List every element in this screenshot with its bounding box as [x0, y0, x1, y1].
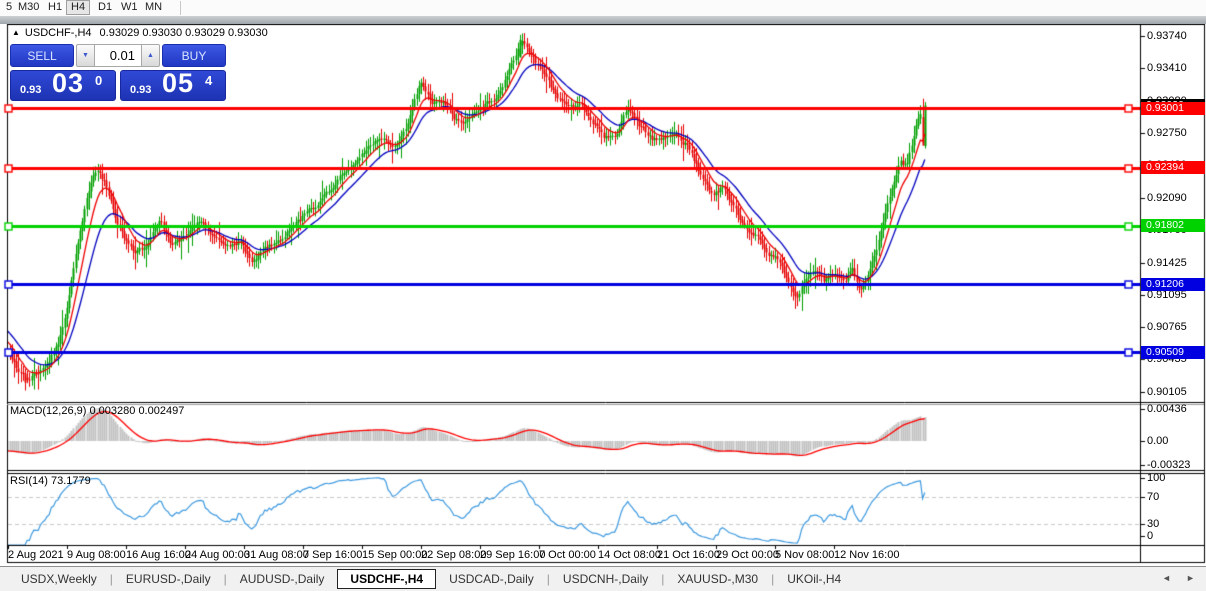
timeframe-button-mn[interactable]: MN [145, 1, 163, 13]
tab-separator: | [546, 572, 550, 586]
date-axis-label: 16 Aug 16:00 [126, 549, 191, 561]
symbol-tab-ukoil-h4[interactable]: UKOil-,H4 [787, 572, 842, 586]
price-axis-tick: 0.91425 [1147, 256, 1187, 269]
rsi-axis-tick: 0 [1147, 530, 1154, 542]
sell-button[interactable]: SELL [10, 44, 74, 67]
price-axis-tick: 0.93740 [1147, 30, 1187, 42]
buy-price-button[interactable]: 0.93 05 4 [120, 68, 226, 101]
volume-input[interactable] [95, 44, 141, 67]
tab-separator: | [109, 572, 113, 586]
volume-decrease-button[interactable]: ▼ [76, 44, 95, 67]
one-click-trading-panel: SELL ▼ ▲ BUY 0.93 03 0 0.93 05 4 [10, 44, 226, 101]
date-axis-label: 7 Sep 16:00 [303, 549, 363, 561]
price-axis-tick: 0.91095 [1147, 288, 1187, 301]
sell-price-button[interactable]: 0.93 03 0 [10, 68, 116, 101]
hline-price-tag[interactable]: 0.93001 [1141, 101, 1205, 115]
macd-value-main: 0.003280 [89, 405, 136, 417]
tab-separator: | [771, 572, 775, 586]
symbol-tab-xauusd-m30[interactable]: XAUUSD-,M30 [677, 572, 759, 586]
date-axis-label: 22 Sep 08:00 [421, 549, 487, 561]
date-axis-label: 21 Oct 16:00 [657, 549, 720, 561]
macd-indicator-label: MACD(12,26,9) 0.003280 0.002497 [10, 405, 184, 417]
timeframe-button-h1[interactable]: H1 [48, 1, 63, 13]
buy-price-big: 05 [162, 68, 195, 98]
tab-scroll-left-icon[interactable]: ◄ [1162, 573, 1171, 583]
price-axis-tick: 0.90105 [1147, 385, 1187, 398]
price-axis-tick: 0.93410 [1147, 62, 1187, 75]
rsi-indicator-label: RSI(14) 73.1779 [10, 475, 91, 487]
window-top-edge [0, 16, 1206, 24]
date-axis-label: 15 Sep 00:00 [362, 549, 428, 561]
symbol-tab-usdcnh-daily[interactable]: USDCNH-,Daily [562, 572, 649, 586]
hline-price-tag[interactable]: 0.92394 [1141, 161, 1205, 175]
symbol-dropdown-icon[interactable]: ▲ [12, 28, 20, 37]
chart-ohlc-values: 0.93029 0.93030 0.93029 0.93030 [99, 27, 268, 39]
date-axis-label: 31 Aug 08:00 [244, 549, 309, 561]
macd-axis-tick: 0.00436 [1147, 403, 1187, 415]
hline-price-tag[interactable]: 0.90509 [1141, 345, 1205, 359]
date-axis-label: 7 Oct 00:00 [539, 549, 596, 561]
timeframe-button-h4[interactable]: H4 [66, 0, 91, 15]
rsi-axis-tick: 100 [1147, 472, 1166, 484]
timeframe-button-d1[interactable]: D1 [98, 1, 113, 13]
hline-price-tag[interactable]: 0.91206 [1141, 277, 1205, 291]
tab-separator: | [661, 572, 665, 586]
date-axis-label: 12 Nov 16:00 [834, 549, 900, 561]
date-axis-label: 24 Aug 00:00 [185, 549, 250, 561]
spin-up-icon: ▲ [147, 52, 154, 59]
price-axis-tick: 0.92090 [1147, 191, 1187, 204]
symbol-tabs: USDX,Weekly | EURUSD-,Daily | AUDUSD-,Daily U… [8, 569, 854, 589]
timeframe-button-m30[interactable]: M30 [18, 1, 40, 13]
symbol-tab-audusd-daily[interactable]: AUDUSD-,Daily [239, 572, 325, 586]
rsi-axis-tick: 70 [1147, 491, 1160, 503]
symbol-tab-eurusd-daily[interactable]: EURUSD-,Daily [125, 572, 211, 586]
hline-price-tag[interactable]: 0.91802 [1141, 219, 1205, 233]
timeframe-button-w1[interactable]: W1 [121, 1, 138, 13]
date-axis-label: 29 Sep 16:00 [480, 549, 546, 561]
price-axis-tick: 0.92750 [1147, 126, 1187, 139]
rsi-value: 73.1779 [50, 475, 91, 487]
rsi-name: RSI(14) [10, 475, 48, 487]
rsi-axis-tick: 30 [1147, 518, 1160, 530]
tab-scroll-right-icon[interactable]: ► [1186, 573, 1195, 583]
sell-price-big: 03 [52, 68, 85, 98]
tab-separator: | [223, 572, 227, 586]
macd-name: MACD(12,26,9) [10, 405, 87, 417]
buy-button[interactable]: BUY [162, 44, 226, 67]
sell-price-small: 0.93 [20, 84, 42, 96]
volume-increase-button[interactable]: ▲ [141, 44, 160, 67]
timeframe-toolbar: 5 M30 H1 H4 D1 W1 MN [0, 0, 1206, 16]
symbol-tab-usdcad-daily[interactable]: USDCAD-,Daily [449, 572, 534, 586]
macd-axis-tick: -0.00323 [1147, 459, 1191, 471]
chart-title: ▲ USDCHF-,H4 0.93029 0.93030 0.93029 0.930… [12, 27, 268, 39]
date-axis-label: 29 Oct 00:00 [716, 549, 779, 561]
macd-axis-tick: 0.00 [1147, 435, 1169, 447]
date-axis-label: 2 Aug 2021 [8, 549, 64, 561]
symbol-tab-bar: USDX,Weekly | EURUSD-,Daily | AUDUSD-,Daily U… [0, 566, 1206, 591]
spin-down-icon: ▼ [82, 52, 89, 59]
sell-price-sup: 0 [95, 73, 103, 88]
price-axis-tick: 0.90765 [1147, 321, 1187, 334]
date-axis-label: 5 Nov 08:00 [775, 549, 835, 561]
timeframe-button-5[interactable]: 5 [6, 1, 13, 13]
date-axis-label: 14 Oct 08:00 [598, 549, 661, 561]
chart-symbol-label: USDCHF-,H4 [24, 27, 92, 39]
buy-price-small: 0.93 [130, 84, 152, 96]
symbol-tab-usdchf-h4[interactable]: USDCHF-,H4 [337, 569, 437, 589]
toolbar-divider [180, 1, 181, 15]
symbol-tab-usdx-weekly[interactable]: USDX,Weekly [21, 572, 97, 586]
buy-price-sup: 4 [205, 73, 213, 88]
date-axis-label: 9 Aug 08:00 [67, 549, 126, 561]
macd-value-signal: 0.002497 [138, 405, 185, 417]
